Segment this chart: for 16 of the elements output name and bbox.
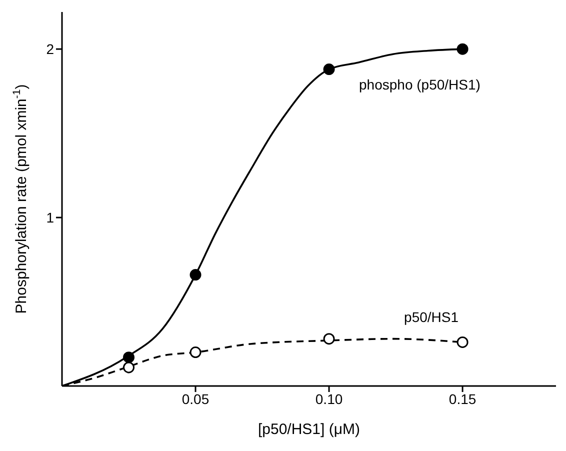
point bbox=[456, 336, 468, 348]
point bbox=[456, 43, 468, 55]
point bbox=[123, 352, 135, 364]
point bbox=[123, 362, 135, 374]
point bbox=[190, 269, 202, 281]
x-tick-label: 0.10 bbox=[315, 390, 343, 407]
point bbox=[323, 64, 335, 76]
series-label: p50/HS1 bbox=[404, 309, 459, 326]
x-axis-title: [p50/HS1] (μM) bbox=[258, 421, 360, 438]
x-tick-label: 0.15 bbox=[448, 390, 476, 407]
series-label: phospho (p50/HS1) bbox=[359, 76, 480, 92]
point bbox=[323, 333, 335, 345]
y-tick-label: 1 bbox=[46, 210, 54, 226]
x-tick-label: 0.05 bbox=[182, 390, 210, 407]
y-tick-label: 2 bbox=[46, 41, 54, 58]
point bbox=[190, 346, 202, 358]
